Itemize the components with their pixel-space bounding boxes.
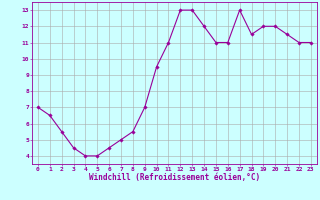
X-axis label: Windchill (Refroidissement éolien,°C): Windchill (Refroidissement éolien,°C) <box>89 173 260 182</box>
